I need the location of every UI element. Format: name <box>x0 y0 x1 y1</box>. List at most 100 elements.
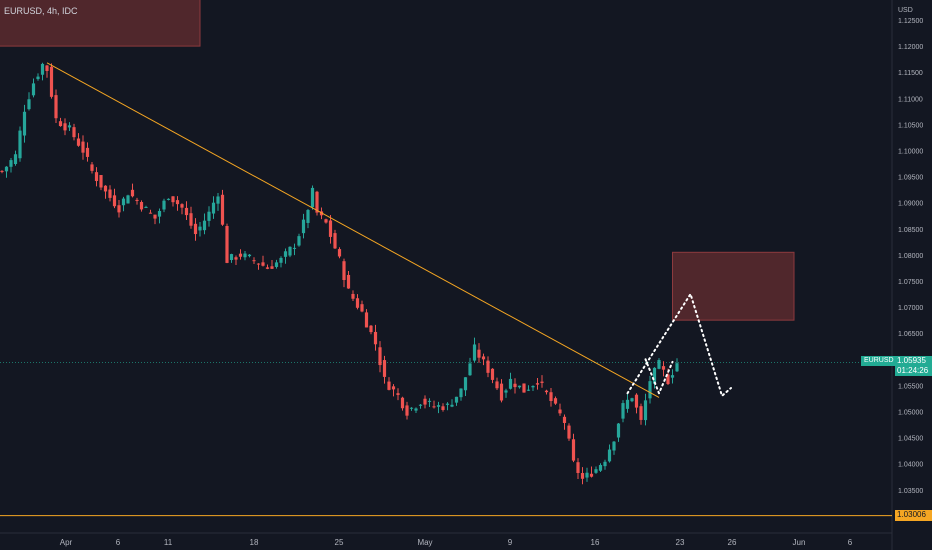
candle-body <box>355 298 360 308</box>
support-price-tag: 1.03006 <box>895 510 932 521</box>
candle-body <box>121 198 126 206</box>
candle-body <box>661 366 666 370</box>
candle-body <box>675 363 679 372</box>
candle-body <box>117 205 121 213</box>
candle-body <box>252 260 256 262</box>
y-tick-label: 1.09500 <box>898 175 923 182</box>
candle-body <box>490 368 495 380</box>
candle-body <box>292 247 297 249</box>
candle-body <box>378 347 382 366</box>
candle-body <box>130 189 135 197</box>
candle-body <box>36 76 40 80</box>
candle-body <box>589 473 594 477</box>
y-tick-label: 1.12000 <box>898 44 923 51</box>
candle-body <box>310 187 315 208</box>
candle-body <box>472 344 477 361</box>
x-tick-label: Apr <box>60 538 73 547</box>
candle-body <box>643 400 648 421</box>
candle-body <box>450 404 454 407</box>
candle-body <box>391 386 396 390</box>
candle-body <box>648 381 652 399</box>
candle-body <box>72 127 76 138</box>
candle-body <box>414 408 418 411</box>
projection-path <box>626 291 732 398</box>
candle-body <box>45 65 49 71</box>
y-tick-label: 1.08500 <box>898 227 923 234</box>
candle-body <box>364 312 369 328</box>
candle-body <box>58 121 63 127</box>
candle-body <box>171 196 175 203</box>
y-tick-label: 1.09000 <box>898 201 923 208</box>
x-tick-label: Jun <box>793 538 806 547</box>
candle-body <box>531 385 535 388</box>
candle-body <box>211 202 216 214</box>
candle-body <box>22 111 27 136</box>
candle-body <box>477 349 481 358</box>
x-tick-label: 6 <box>848 538 853 547</box>
candle-body <box>148 212 153 214</box>
candle-body <box>157 210 162 217</box>
candle-body <box>85 147 90 157</box>
bar-countdown: 01:24:26 <box>897 366 929 375</box>
y-tick-label: 1.04500 <box>898 436 923 443</box>
candle-body <box>225 225 229 263</box>
candle-body <box>522 383 526 393</box>
candle-body <box>216 196 220 204</box>
candle-body <box>468 363 472 376</box>
candle-body <box>418 404 423 406</box>
candle-body <box>612 441 616 451</box>
candle-body <box>441 406 445 410</box>
candle-body <box>594 469 598 473</box>
candle-body <box>270 266 274 269</box>
x-tick-label: 23 <box>676 538 685 547</box>
candle-body <box>517 385 522 388</box>
candle-body <box>463 377 468 391</box>
candle-body <box>598 465 603 471</box>
candle-body <box>382 360 387 377</box>
candle-body <box>486 360 490 373</box>
candle-body <box>423 398 427 405</box>
candle-body <box>666 374 670 384</box>
y-tick-label: 1.10500 <box>898 122 923 129</box>
candle-body <box>603 461 607 467</box>
candle-body <box>567 425 571 439</box>
candle-body <box>90 164 94 171</box>
candle-body <box>301 219 306 234</box>
y-tick-label: 1.05500 <box>898 383 923 390</box>
candle-body <box>351 293 355 299</box>
x-tick-label: 25 <box>335 538 344 547</box>
candle-body <box>189 213 193 226</box>
candle-body <box>76 138 81 146</box>
candle-body <box>279 257 283 263</box>
candle-body <box>274 262 279 267</box>
current-price-value: 1.05935 <box>897 356 926 365</box>
candle-body <box>346 274 351 289</box>
candle-body <box>31 83 36 96</box>
candle-body <box>103 185 108 192</box>
candle-body <box>54 95 58 119</box>
symbol-info[interactable]: EURUSD, 4h, IDC <box>4 6 78 16</box>
candle-body <box>616 423 621 438</box>
y-tick-label: 1.12500 <box>898 18 923 25</box>
current-price-symbol-label: EURUSD <box>861 356 897 366</box>
candle-body <box>607 449 612 462</box>
candle-body <box>499 383 504 401</box>
y-tick-label: 1.07000 <box>898 305 923 312</box>
candle-body <box>193 223 198 235</box>
y-tick-label: 1.10000 <box>898 149 923 156</box>
candle-body <box>558 409 562 414</box>
candle-body <box>513 383 517 388</box>
candle-body <box>549 392 553 402</box>
candle-body <box>175 200 180 205</box>
candle-body <box>265 267 270 269</box>
candle-body <box>360 304 364 312</box>
candle-body <box>625 399 630 409</box>
y-tick-label: 1.11500 <box>898 70 923 77</box>
candle-body <box>306 210 310 223</box>
y-tick-label: 1.03500 <box>898 488 923 495</box>
candle-body <box>526 389 531 391</box>
candle-body <box>315 191 319 213</box>
y-tick-label: 1.05000 <box>898 410 923 417</box>
candle-body <box>369 325 373 333</box>
